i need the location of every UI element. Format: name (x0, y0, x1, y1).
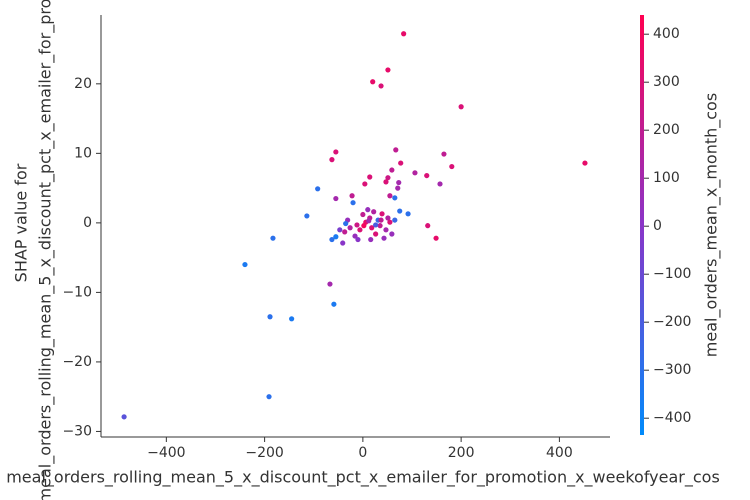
point (378, 217, 384, 223)
point (441, 151, 447, 157)
colorbar (640, 15, 644, 435)
y-tick-label: 10 (74, 145, 92, 161)
point (395, 185, 401, 191)
y-tick-label: −20 (62, 354, 92, 370)
point (383, 179, 389, 185)
colorbar-tick-label: 300 (653, 74, 680, 90)
point (582, 160, 588, 166)
point (354, 222, 360, 228)
point (398, 160, 404, 166)
point (405, 211, 411, 217)
point (352, 233, 358, 239)
x-axis-label: meal_orders_rolling_mean_5_x_discount_pc… (6, 468, 720, 488)
point (371, 209, 377, 215)
y-axis-label: meal_orders_rolling_mean_5_x_discount_pc… (36, 0, 56, 500)
point (267, 314, 273, 320)
point (366, 218, 372, 224)
point (393, 147, 399, 153)
point (365, 207, 371, 213)
x-tick-label: 200 (448, 445, 475, 461)
point (370, 79, 376, 85)
y-axis-label: SHAP value for (12, 163, 31, 282)
colorbar-tick-label: −300 (653, 362, 691, 378)
point (266, 394, 272, 400)
point (349, 193, 355, 199)
colorbar-label: meal_orders_mean_x_month_cos (702, 93, 722, 357)
point (355, 236, 361, 243)
point (381, 235, 387, 241)
point (369, 225, 375, 231)
x-tick-label: 0 (358, 445, 367, 461)
point (424, 172, 430, 179)
point (433, 235, 439, 241)
point (392, 195, 398, 201)
point (304, 213, 310, 219)
point (385, 175, 391, 181)
point (397, 208, 403, 214)
point (333, 234, 339, 240)
point (392, 217, 398, 223)
point (360, 211, 366, 218)
point (343, 220, 349, 227)
point (458, 104, 464, 110)
colorbar-tick-label: 0 (653, 218, 662, 234)
point (383, 227, 389, 233)
point (361, 223, 367, 229)
point (367, 174, 373, 180)
point (449, 163, 455, 170)
y-tick-label: −10 (62, 284, 92, 300)
colorbar-tick-label: 400 (653, 26, 680, 42)
colorbar-tick-label: −400 (653, 410, 691, 426)
point (337, 227, 343, 233)
point (401, 31, 407, 37)
point (387, 193, 393, 199)
point (329, 157, 335, 163)
point (437, 181, 443, 187)
point (387, 219, 393, 225)
point (385, 215, 391, 221)
point (379, 211, 385, 217)
point (373, 222, 379, 228)
point (340, 240, 346, 246)
point (329, 236, 335, 243)
point (350, 200, 356, 206)
point (270, 235, 276, 241)
x-tick-label: −200 (245, 445, 283, 461)
point (347, 225, 353, 231)
point (333, 195, 339, 202)
point (331, 301, 337, 307)
point (357, 227, 363, 233)
point (373, 231, 379, 237)
point (396, 179, 402, 186)
point (327, 281, 333, 287)
point (362, 181, 368, 187)
colorbar-tick-label: 200 (653, 122, 680, 138)
x-tick-label: 400 (546, 445, 573, 461)
colorbar-tick-label: −100 (653, 266, 691, 282)
colorbar-tick-label: −200 (653, 314, 691, 330)
point (377, 223, 383, 229)
colorbar-tick-label: 100 (653, 170, 680, 186)
point (385, 67, 391, 73)
point (289, 316, 295, 322)
y-tick-label: −30 (62, 423, 92, 439)
point (389, 167, 395, 173)
point (368, 236, 374, 243)
point (242, 261, 248, 268)
point (412, 170, 418, 176)
y-tick-label: 20 (74, 76, 92, 92)
point (425, 223, 431, 229)
point (121, 414, 127, 420)
point (378, 83, 384, 89)
point (342, 229, 348, 235)
point (389, 231, 395, 237)
y-tick-label: 0 (83, 215, 92, 231)
point (333, 149, 339, 155)
point (315, 186, 321, 192)
x-tick-label: −400 (147, 445, 185, 461)
